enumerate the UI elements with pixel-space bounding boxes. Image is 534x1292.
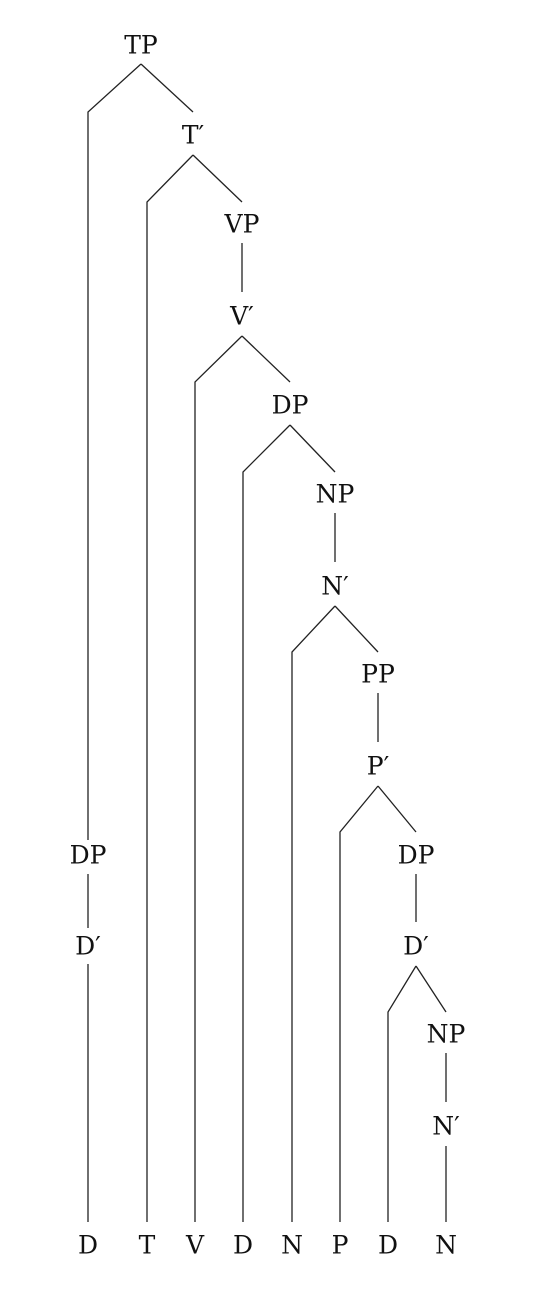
node-np-object: NP [314,479,356,509]
branch-tp-t-bar [140,63,194,113]
node-t-bar: T′ [180,120,206,150]
node-d-bar-subject: D′ [74,931,102,961]
leaf-n-object: N [280,1230,304,1260]
leaf-p-head: P [330,1230,350,1260]
node-dp-subject: DP [68,840,108,870]
node-p-bar: P′ [365,751,391,781]
leaf-d-object: D [231,1230,255,1260]
node-dp-pp: DP [396,840,436,870]
leaf-d-pp: D [376,1230,400,1260]
branch-n-bar-n-object [291,605,336,1222]
branch-p-bar-dp-pp [377,785,417,833]
branch-d-bar-d-pp [387,965,417,1222]
branch-p-bar-p [339,785,379,1222]
branch-dp-d-object [242,424,291,1222]
leaf-v-head: V [184,1230,206,1260]
leaf-t-head: T [137,1230,157,1260]
leaf-n-pp: N [434,1230,458,1260]
leaf-d-subject: D [76,1230,100,1260]
node-n-bar-pp: N′ [431,1111,461,1141]
node-np-pp: NP [425,1019,467,1049]
branch-d-bar-np-pp [415,965,447,1013]
node-v-bar: V′ [229,301,255,331]
branch-t-bar-t [146,154,194,1222]
branch-v-bar-dp-object [241,335,291,383]
branch-n-bar-pp [334,605,379,653]
node-pp: PP [360,659,396,689]
branch-tp-dp-subject [87,63,142,840]
node-dp-object: DP [270,390,310,420]
node-tp: TP [123,30,159,60]
node-vp: VP [223,209,261,239]
branch-v-bar-v [194,335,243,1222]
branch-dp-np-object [289,424,336,473]
node-n-bar-object: N′ [320,571,350,601]
branch-t-bar-vp [192,154,243,203]
node-d-bar-pp: D′ [402,931,430,961]
